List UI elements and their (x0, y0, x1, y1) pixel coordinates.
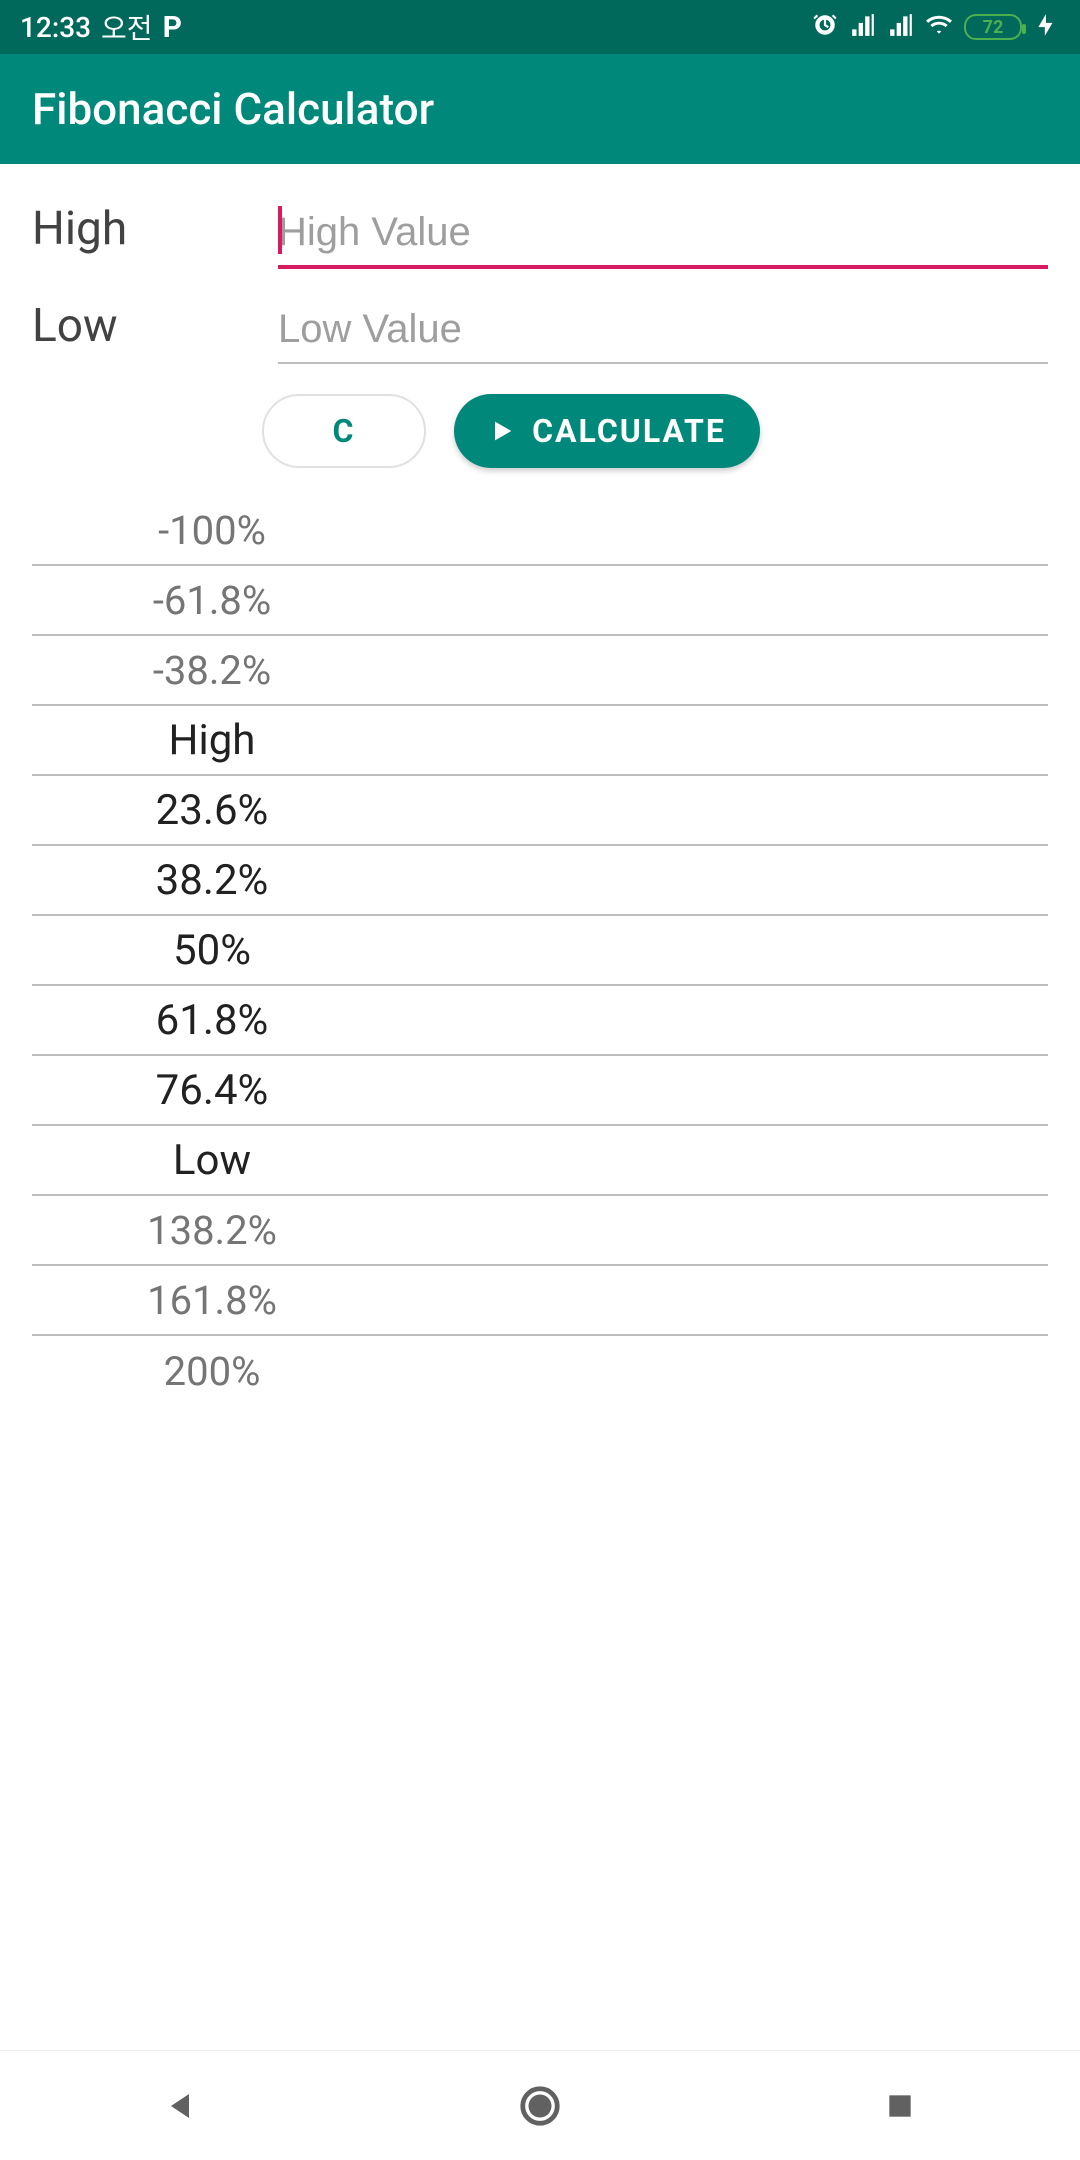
triangle-back-icon (162, 2088, 198, 2124)
low-field-row: Low (32, 299, 1048, 364)
table-row: 50% (32, 916, 1048, 986)
low-input-wrap (278, 299, 1048, 364)
level-label: 76.4% (32, 1060, 392, 1121)
low-input[interactable] (278, 299, 1048, 364)
signal-1-icon (850, 12, 876, 42)
table-row: High (32, 706, 1048, 776)
status-right: 72 (812, 12, 1060, 42)
status-ampm: 오전 (101, 7, 153, 47)
table-row: 61.8% (32, 986, 1048, 1056)
play-icon (488, 417, 516, 445)
level-label: 50% (32, 920, 392, 981)
fibonacci-table: -100% -61.8% -38.2% High 23.6% 38.2% 50% 61.8% 7… (32, 496, 1048, 1406)
level-label: 61.8% (32, 990, 392, 1051)
level-label: 23.6% (32, 780, 392, 841)
table-row: 23.6% (32, 776, 1048, 846)
table-row: 76.4% (32, 1056, 1048, 1126)
clear-button-label: C (333, 412, 356, 450)
battery-level: 72 (983, 17, 1004, 38)
level-label: Low (32, 1130, 392, 1191)
level-label: 138.2% (32, 1201, 392, 1260)
level-label: 200% (32, 1342, 392, 1401)
circle-home-icon (517, 2083, 563, 2129)
high-field-row: High (32, 202, 1048, 269)
table-row: 200% (32, 1336, 1048, 1406)
navigation-bar (0, 2050, 1080, 2160)
table-row: -61.8% (32, 566, 1048, 636)
status-time: 12:33 (20, 11, 91, 44)
table-row: -38.2% (32, 636, 1048, 706)
high-input[interactable] (278, 202, 1048, 269)
high-label: High (32, 202, 278, 256)
calculate-button-label: CALCULATE (532, 412, 726, 450)
clear-button[interactable]: C (262, 394, 426, 468)
nav-home-button[interactable] (510, 2076, 570, 2136)
level-label: -38.2% (32, 641, 392, 700)
calculate-button[interactable]: CALCULATE (454, 394, 760, 468)
battery-indicator: 72 (964, 14, 1022, 40)
android-p-icon: P (163, 10, 182, 45)
table-row: 38.2% (32, 846, 1048, 916)
level-label: -100% (32, 501, 392, 560)
text-cursor (278, 206, 282, 254)
content-area: High Low C CALCULATE -100% -61.8% -38.2% Hi… (0, 164, 1080, 2050)
level-label: 38.2% (32, 850, 392, 911)
app-bar: Fibonacci Calculator (0, 54, 1080, 164)
nav-recent-button[interactable] (870, 2076, 930, 2136)
high-input-wrap (278, 202, 1048, 269)
level-label: 161.8% (32, 1271, 392, 1330)
button-row: C CALCULATE (32, 394, 1048, 468)
table-row: -100% (32, 496, 1048, 566)
level-label: -61.8% (32, 571, 392, 630)
level-label: High (32, 710, 392, 771)
app-title: Fibonacci Calculator (32, 83, 434, 135)
nav-back-button[interactable] (150, 2076, 210, 2136)
wifi-icon (926, 12, 952, 42)
signal-2-icon (888, 12, 914, 42)
charging-icon (1034, 12, 1060, 42)
table-row: Low (32, 1126, 1048, 1196)
status-left: 12:33 오전 P (20, 7, 182, 47)
alarm-icon (812, 12, 838, 42)
square-recent-icon (884, 2090, 916, 2122)
table-row: 138.2% (32, 1196, 1048, 1266)
low-label: Low (32, 299, 278, 353)
table-row: 161.8% (32, 1266, 1048, 1336)
status-bar: 12:33 오전 P 72 (0, 0, 1080, 54)
